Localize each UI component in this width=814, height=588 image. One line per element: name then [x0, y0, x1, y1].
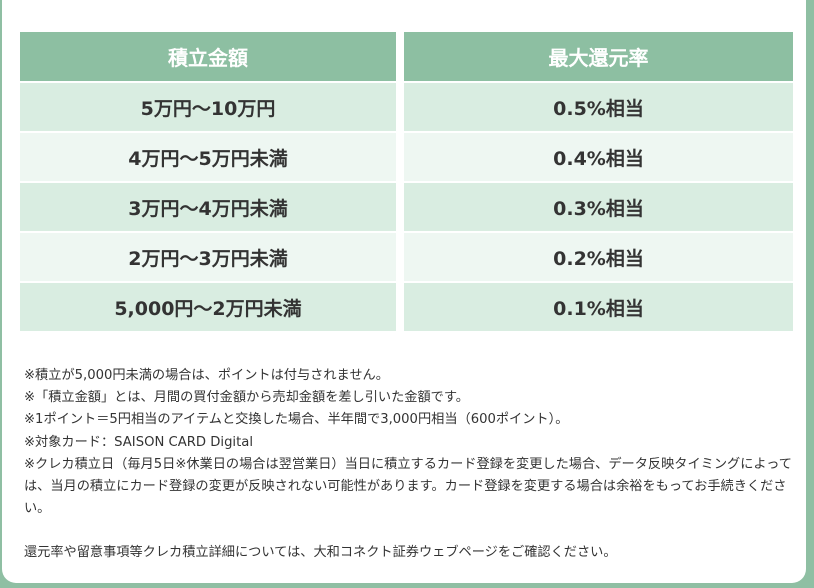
- rate-cell: 0.1%相当: [404, 283, 793, 331]
- amount-cell: 4万円〜5万円未満: [20, 133, 396, 183]
- note-item: ※1ポイント＝5円相当のアイテムと交換した場合、半年間で3,000円相当（600…: [24, 412, 569, 428]
- header-amount: 積立金額: [20, 32, 396, 83]
- note-item: ※対象カード：SAISON CARD Digital: [24, 434, 254, 450]
- amount-cell: 5,000円〜2万円未満: [20, 283, 396, 331]
- amount-cell: 3万円〜4万円未満: [20, 183, 396, 233]
- rate-cell: 0.4%相当: [404, 133, 793, 183]
- rate-cell: 0.5%相当: [404, 83, 793, 133]
- rate-table: 積立金額 最大還元率 5万円〜10万円 0.5%相当 4万円〜5万円未満 0.4…: [12, 32, 801, 331]
- table-row: 3万円〜4万円未満 0.3%相当: [20, 183, 793, 233]
- amount-cell: 5万円〜10万円: [20, 83, 396, 133]
- rate-cell: 0.3%相当: [404, 183, 793, 233]
- note-item: ※クレカ積立日（毎月5日※休業日の場合は翌営業日）当日に積立するカード登録を変更…: [24, 456, 792, 517]
- table-row: 4万円〜5万円未満 0.4%相当: [20, 133, 793, 183]
- table-row: 5,000円〜2万円未満 0.1%相当: [20, 283, 793, 331]
- table-header-row: 積立金額 最大還元率: [20, 32, 793, 83]
- header-rate: 最大還元率: [404, 32, 793, 83]
- note-item: ※「積立金額」とは、月間の買付金額から売却金額を差し引いた金額です。: [24, 390, 469, 406]
- table-row: 2万円〜3万円未満 0.2%相当: [20, 233, 793, 283]
- footer-note: 還元率や留意事項等クレカ積立詳細については、大和コネクト証券ウェブページをご確認…: [24, 545, 617, 561]
- table-row: 5万円〜10万円 0.5%相当: [20, 83, 793, 133]
- notes-section: ※積立が5,000円未満の場合は、ポイントは付与されません。 ※「積立金額」とは…: [24, 365, 799, 565]
- amount-cell: 2万円〜3万円未満: [20, 233, 396, 283]
- note-item: ※積立が5,000円未満の場合は、ポイントは付与されません。: [24, 368, 389, 383]
- rate-cell: 0.2%相当: [404, 233, 793, 283]
